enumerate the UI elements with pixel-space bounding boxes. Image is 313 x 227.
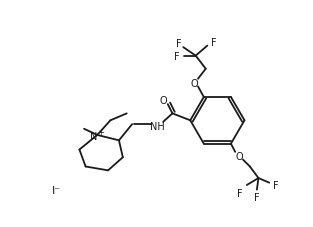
Text: F: F — [176, 39, 182, 49]
Text: F: F — [254, 192, 260, 202]
Text: F: F — [273, 180, 278, 190]
Text: O: O — [190, 78, 198, 88]
Text: +: + — [97, 128, 104, 137]
Text: NH: NH — [150, 121, 164, 131]
Text: O: O — [235, 151, 243, 161]
Text: O: O — [159, 96, 167, 106]
Text: F: F — [211, 38, 216, 47]
Text: F: F — [174, 51, 180, 61]
Text: N: N — [90, 131, 97, 141]
Text: I⁻: I⁻ — [52, 185, 61, 195]
Text: F: F — [237, 189, 243, 199]
